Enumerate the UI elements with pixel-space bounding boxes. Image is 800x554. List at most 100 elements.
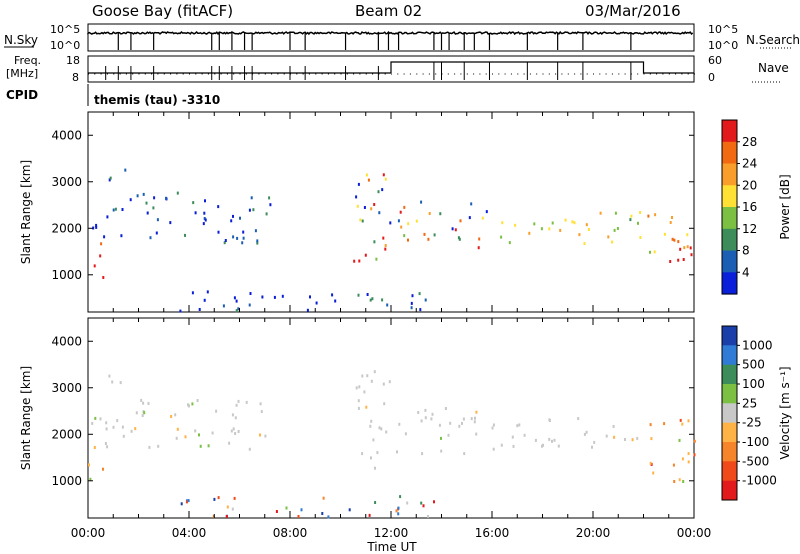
data-cell [508, 241, 511, 245]
data-cell [367, 178, 370, 182]
colorbar-tick-label: -100 [742, 435, 769, 449]
data-cell [225, 515, 228, 518]
data-cell [468, 216, 471, 220]
data-cell [248, 303, 251, 307]
data-cell [381, 188, 384, 192]
nsky-line [87, 30, 694, 36]
data-cell [605, 434, 608, 438]
data-cell [378, 426, 381, 430]
data-cell [551, 221, 554, 225]
data-cell [124, 168, 127, 172]
data-cell [673, 480, 676, 483]
nsky-panel [87, 23, 695, 52]
data-cell [213, 497, 216, 501]
data-cell [156, 218, 159, 222]
data-cell [400, 225, 403, 229]
x-tick-label: 12:00 [374, 526, 409, 540]
data-cell [528, 231, 531, 235]
data-cell [109, 176, 112, 180]
data-cell [130, 429, 133, 433]
data-cell [264, 434, 267, 438]
data-cell [300, 508, 303, 512]
data-cell [111, 380, 114, 384]
data-cell [241, 241, 244, 245]
data-cell [361, 452, 364, 456]
data-cell [191, 291, 194, 295]
data-cell [369, 424, 372, 428]
data-cell [122, 434, 125, 438]
freq-trace [88, 61, 695, 80]
data-cell [179, 309, 182, 313]
nsky-trace [87, 30, 694, 50]
data-cell [433, 233, 436, 237]
date-title: 03/Mar/2016 [585, 2, 681, 20]
data-cell [187, 403, 189, 407]
data-cell [260, 410, 263, 414]
colorbar-segment [722, 141, 737, 165]
data-cell [370, 379, 373, 383]
data-cell [395, 509, 398, 513]
colorbar-segment [722, 272, 737, 295]
data-cell [439, 212, 442, 216]
data-cell [548, 418, 551, 422]
data-cell [153, 196, 156, 200]
data-cell [399, 210, 402, 214]
data-cell [585, 223, 588, 227]
x-tick-label: 08:00 [273, 526, 308, 540]
data-cell [176, 191, 179, 195]
data-cell [192, 201, 195, 205]
data-cell [100, 242, 103, 246]
data-cell [361, 374, 364, 378]
data-cell [194, 429, 197, 433]
data-cell [687, 452, 690, 456]
data-cell [533, 222, 536, 226]
data-cell [142, 192, 145, 196]
data-cell [404, 432, 407, 436]
colorbar-segment [722, 163, 737, 186]
data-cell [357, 399, 360, 403]
data-cell [121, 208, 124, 211]
data-cell [148, 445, 151, 449]
data-cell [370, 456, 372, 460]
data-cell [315, 301, 318, 305]
data-cell [636, 436, 639, 440]
data-cell [217, 496, 220, 500]
data-cell [152, 206, 155, 210]
data-cell [108, 178, 111, 182]
data-cell [233, 496, 236, 500]
data-cell [108, 374, 111, 378]
data-cell [275, 510, 278, 513]
data-cell [187, 499, 190, 503]
data-cell [129, 198, 132, 202]
data-cell [199, 444, 202, 448]
data-cell [198, 433, 200, 437]
y-tick-label: 3000 [51, 381, 82, 395]
data-cell [678, 438, 681, 442]
data-cell [463, 452, 466, 456]
data-cell [681, 457, 684, 461]
data-cell [134, 427, 137, 431]
data-cell [94, 416, 97, 420]
data-cell [204, 199, 206, 203]
data-cell [273, 295, 276, 299]
data-cell [424, 408, 427, 412]
data-cell [410, 306, 413, 310]
data-cell [639, 211, 642, 214]
data-cell [95, 225, 98, 229]
data-cell [237, 399, 240, 403]
data-cell [613, 435, 616, 439]
data-cell [485, 210, 488, 214]
data-cell [647, 214, 650, 218]
data-cell [512, 444, 515, 448]
data-cell [629, 218, 632, 222]
data-cell [366, 293, 369, 296]
data-cell [357, 406, 360, 410]
data-cell [663, 232, 666, 236]
data-cell [180, 502, 183, 506]
data-cell [102, 467, 104, 471]
data-cell [259, 433, 261, 437]
data-cell [232, 427, 235, 431]
data-cell [155, 231, 158, 235]
nsky-label: N.Sky [4, 33, 38, 47]
